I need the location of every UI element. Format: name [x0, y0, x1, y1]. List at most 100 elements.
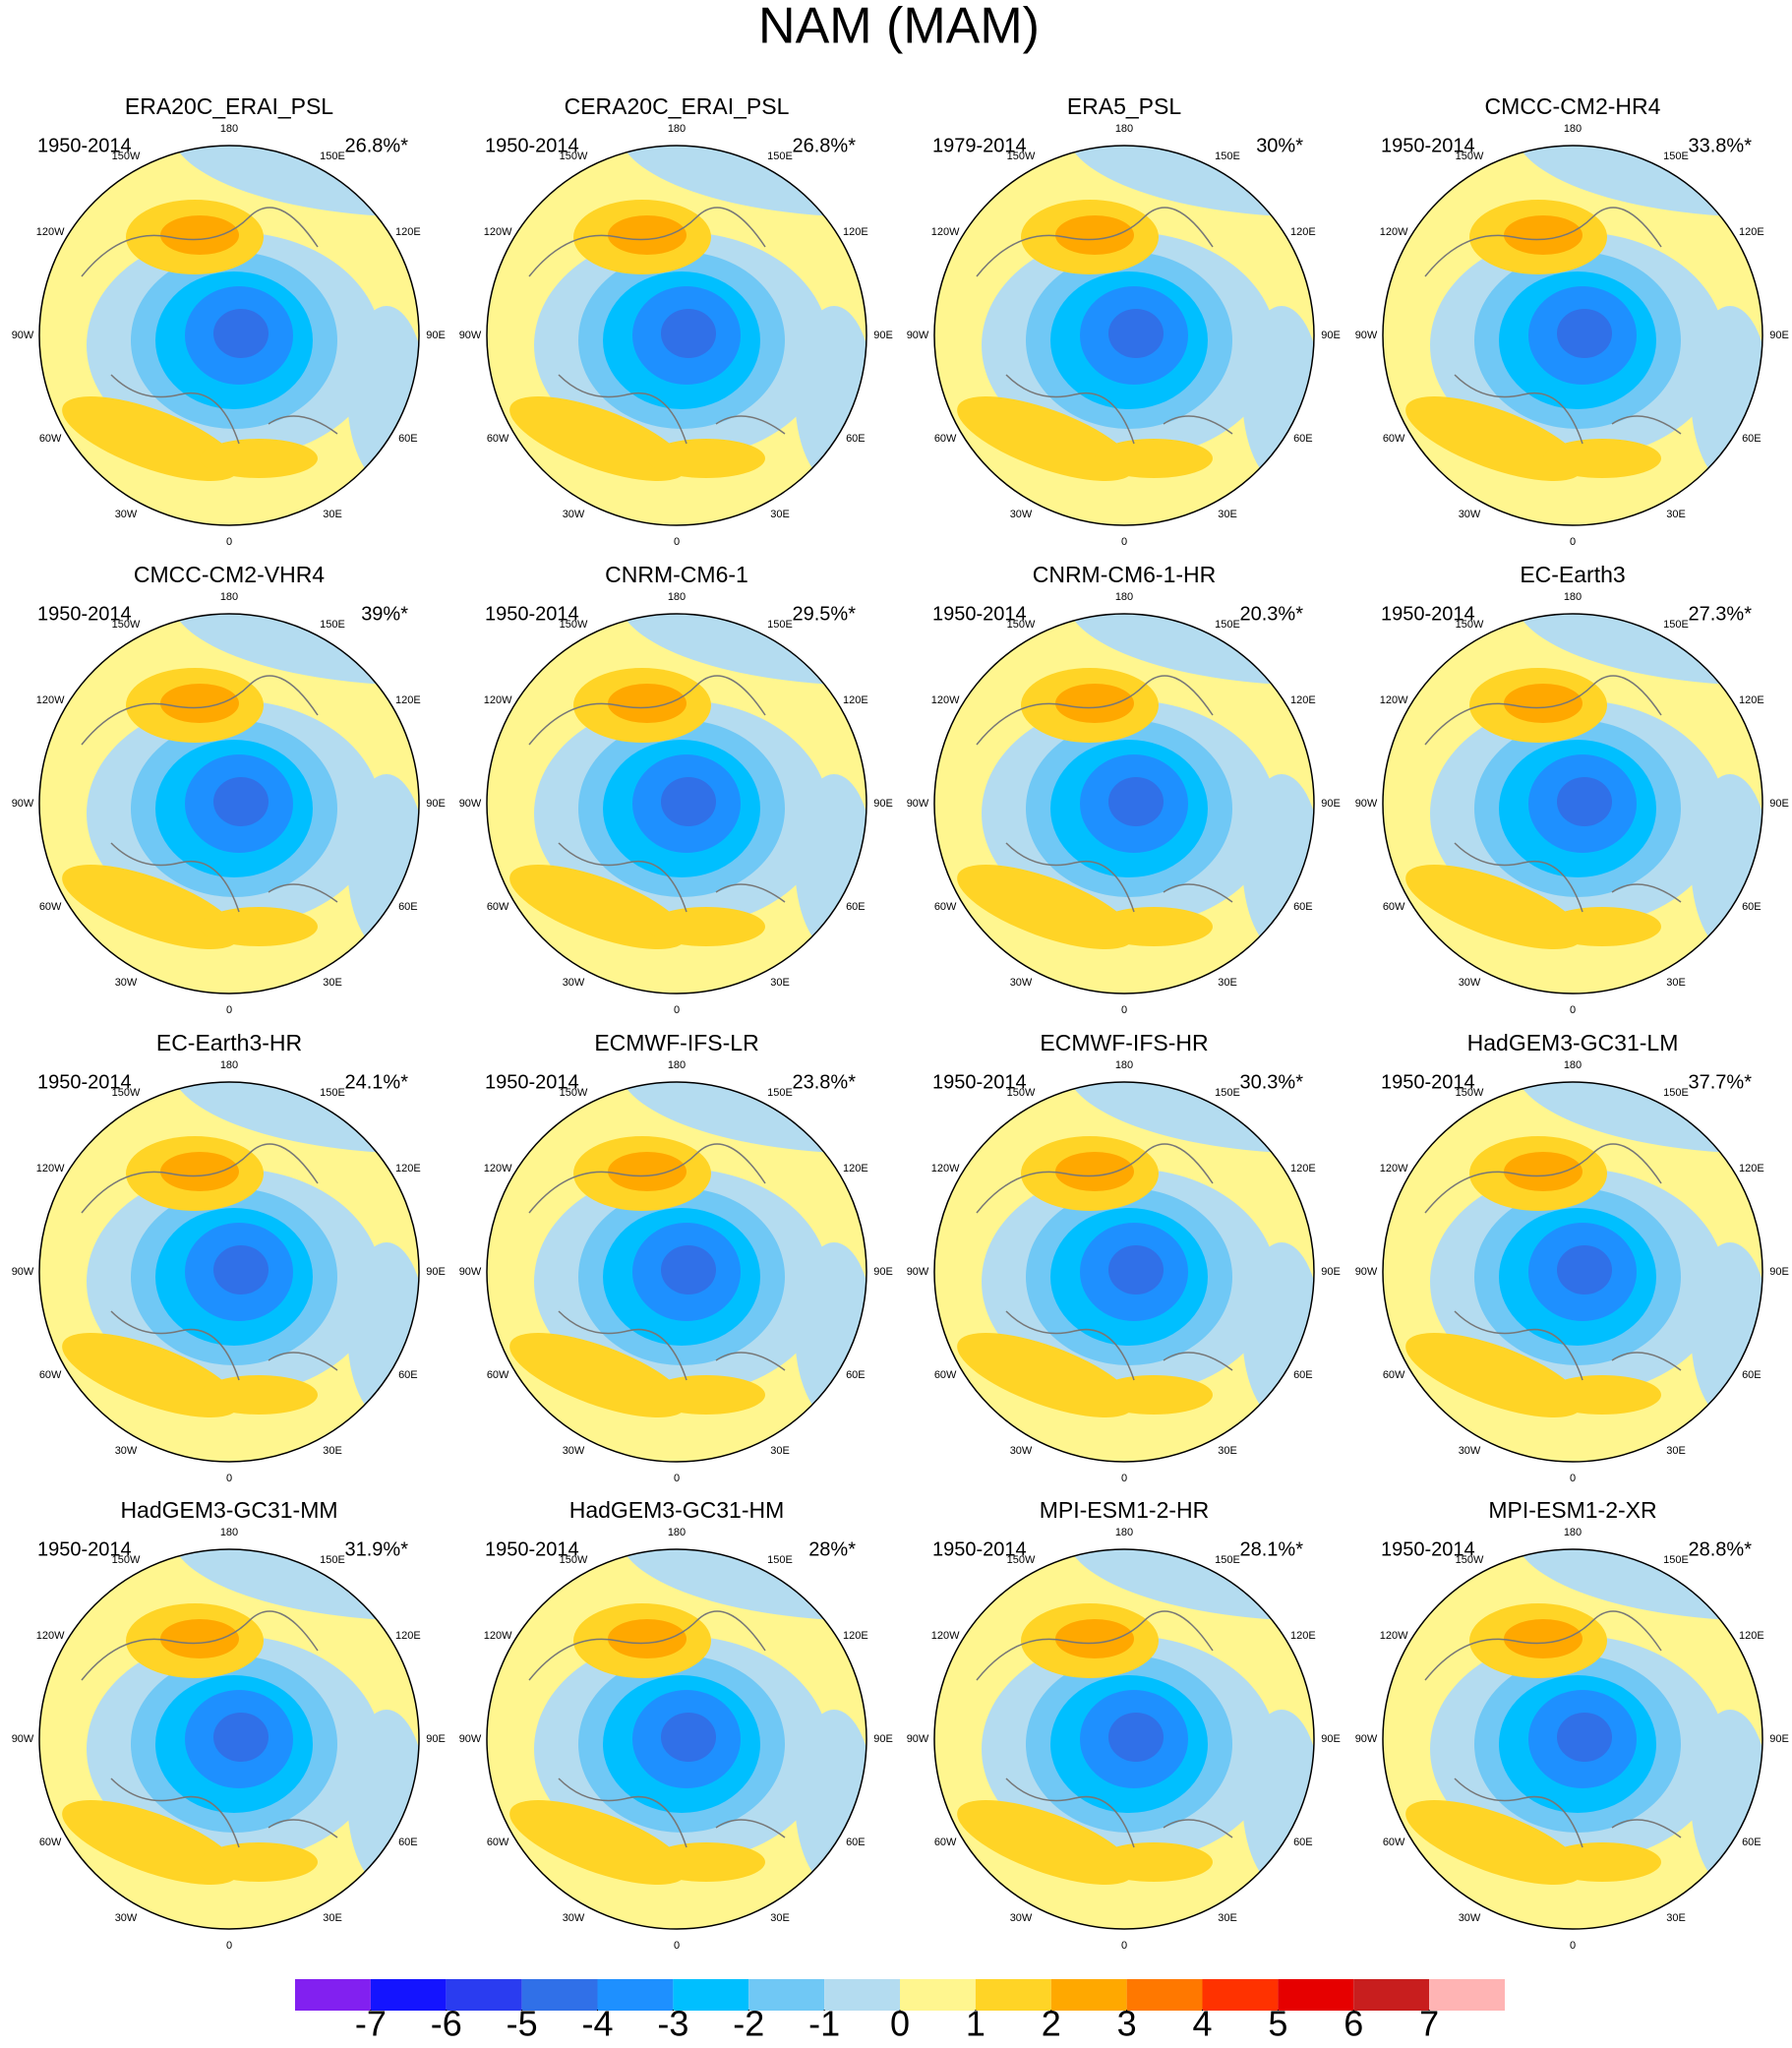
longitude-label: 90W [1355, 330, 1378, 341]
longitude-label: 150W [1007, 1087, 1036, 1099]
longitude-label: 120W [1380, 694, 1408, 706]
longitude-label: 150E [1215, 1554, 1240, 1566]
longitude-label: 30E [1666, 1445, 1686, 1457]
map [487, 1549, 866, 1929]
orange-region [1543, 907, 1661, 946]
period-label: 1950-2014 [485, 603, 579, 625]
light-blue-region [1065, 146, 1314, 217]
longitude-label: 30W [115, 1445, 138, 1457]
colorbar-box [1202, 1979, 1279, 2011]
map [1383, 1549, 1762, 1929]
longitude-label: 120W [484, 1163, 512, 1175]
coastline [528, 1143, 786, 1381]
longitude-label: 150W [1007, 619, 1036, 631]
map-border [1382, 1548, 1763, 1930]
orange-region [647, 907, 765, 946]
period-label: 1979-2014 [932, 135, 1027, 156]
percent-label: 30%* [1256, 135, 1303, 156]
longitude-label: 120W [1380, 226, 1408, 238]
map [39, 1549, 419, 1929]
orange-region [509, 1332, 687, 1418]
longitude-label: 60W [1383, 901, 1405, 913]
blue-region [1108, 1245, 1164, 1295]
longitude-label: 150W [560, 619, 588, 631]
longitude-label: 0 [226, 1004, 232, 1016]
blue-region [661, 1245, 716, 1295]
longitude-label: 30E [323, 977, 342, 989]
coastline [528, 675, 786, 913]
map [934, 1549, 1314, 1929]
longitude-label: 180 [1564, 1059, 1582, 1071]
longitude-label: 150W [560, 1087, 588, 1099]
panel-title: CMCC-CM2-VHR4 [134, 562, 325, 587]
longitude-label: 180 [1564, 1527, 1582, 1538]
longitude-label: 90E [1321, 798, 1341, 810]
light-blue-region [795, 774, 866, 951]
percent-label: 20.3%* [1240, 603, 1304, 625]
map-border [1382, 613, 1763, 994]
colorbar-box [748, 1979, 825, 2011]
blue-region [661, 1713, 716, 1762]
longitude-label: 90W [1355, 1733, 1378, 1745]
orange-region [957, 395, 1134, 482]
light-blue-region [170, 146, 419, 217]
longitude-label: 120W [484, 1630, 512, 1642]
longitude-label: 120W [36, 226, 65, 238]
orange-region [1095, 1375, 1213, 1415]
orange-region [647, 439, 765, 478]
coastline [976, 207, 1233, 445]
map [39, 614, 419, 994]
blue-region [1557, 1245, 1612, 1295]
longitude-label: 120E [1290, 1163, 1316, 1175]
map-border [486, 1081, 867, 1463]
colorbar-box [824, 1979, 900, 2011]
orange-region [62, 864, 239, 950]
coastline [81, 207, 338, 445]
longitude-label: 60E [1742, 1369, 1762, 1381]
longitude-label: 0 [226, 1473, 232, 1484]
colorbar-box [900, 1979, 976, 2011]
orange-region [1543, 1375, 1661, 1415]
colorbar-tick-label: -7 [355, 2004, 387, 2044]
longitude-label: 120W [36, 1630, 65, 1642]
light-blue-region [170, 614, 419, 686]
longitude-label: 0 [1570, 536, 1576, 548]
longitude-label: 120E [1739, 694, 1764, 706]
orange-region [1504, 684, 1583, 723]
period-label: 1950-2014 [932, 1538, 1027, 1560]
longitude-label: 30E [323, 1445, 342, 1457]
longitude-label: 60E [846, 1837, 866, 1848]
blue-region [213, 309, 269, 358]
figure-title: NAM (MAM) [758, 0, 1040, 55]
longitude-label: 150W [112, 619, 141, 631]
longitude-label: 150W [1007, 1554, 1036, 1566]
longitude-label: 90E [1769, 330, 1789, 341]
longitude-label: 150E [320, 619, 345, 631]
colorbar-tick-label: 7 [1419, 2004, 1439, 2044]
longitude-label: 60E [398, 433, 418, 445]
orange-region [1055, 1619, 1134, 1658]
light-blue-region [347, 306, 419, 483]
longitude-label: 60E [1293, 1837, 1313, 1848]
panel-title: MPI-ESM1-2-XR [1488, 1497, 1656, 1523]
longitude-label: 60W [39, 901, 62, 913]
longitude-label: 30W [1459, 1912, 1481, 1924]
period-label: 1950-2014 [485, 1538, 579, 1560]
longitude-label: 0 [1121, 536, 1127, 548]
light-blue-region [1514, 1549, 1762, 1621]
percent-label: 23.8%* [793, 1071, 857, 1093]
longitude-label: 90W [12, 1266, 34, 1278]
longitude-label: 30W [115, 977, 138, 989]
longitude-label: 180 [668, 591, 686, 603]
blue-region [213, 777, 269, 826]
orange-region [509, 864, 687, 950]
longitude-label: 60W [934, 1369, 957, 1381]
colorbar-tick-label: 1 [966, 2004, 986, 2044]
longitude-label: 0 [1121, 1473, 1127, 1484]
longitude-label: 150E [320, 1554, 345, 1566]
longitude-label: 120E [395, 1630, 421, 1642]
longitude-label: 0 [1570, 1473, 1576, 1484]
light-blue-region [170, 1549, 419, 1621]
panel-title: MPI-ESM1-2-HR [1040, 1497, 1210, 1523]
percent-label: 26.8%* [793, 135, 857, 156]
